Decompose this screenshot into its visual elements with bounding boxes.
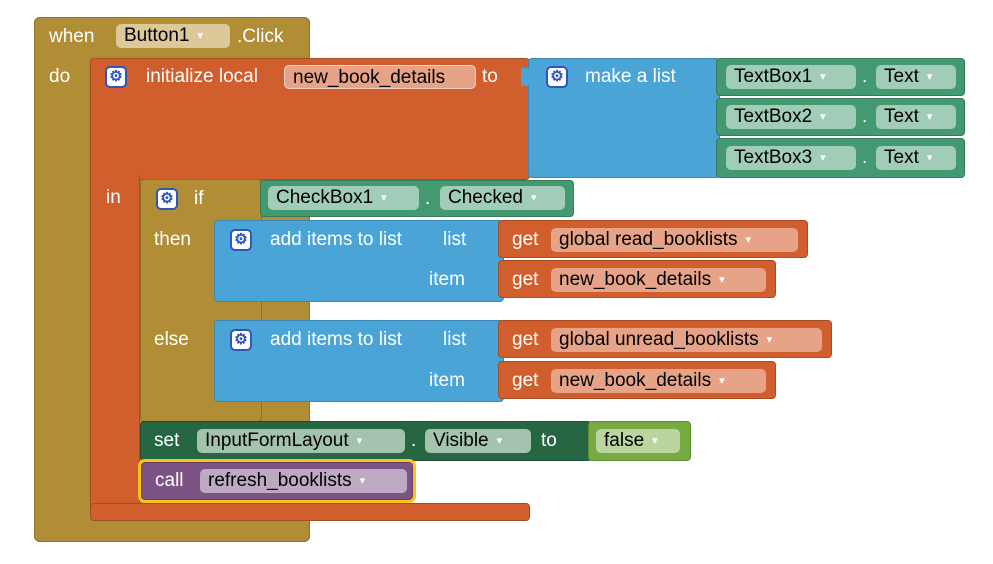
do-label: do	[49, 66, 71, 87]
chevron-down-icon: ▾	[926, 111, 933, 123]
checked-property-dropdown[interactable]: Checked ▾	[440, 186, 565, 210]
component-dropdown[interactable]: InputFormLayout ▾	[197, 429, 405, 453]
dot-label: .	[862, 106, 868, 127]
property-name: Visible	[433, 430, 489, 451]
boolean-dropdown[interactable]: false ▾	[596, 429, 680, 453]
get-label: get	[512, 370, 539, 391]
gear-icon[interactable]: ⚙	[156, 188, 178, 210]
local-body-left	[90, 175, 140, 507]
variable-name: new_book_details	[559, 269, 712, 290]
chevron-down-icon: ▾	[531, 192, 537, 204]
variable-dropdown[interactable]: global read_booklists ▾	[551, 228, 798, 252]
if-label: if	[194, 188, 204, 209]
procedure-name: refresh_booklists	[208, 470, 352, 491]
set-label: set	[154, 430, 180, 451]
in-label: in	[106, 187, 121, 208]
variable-name: global unread_booklists	[559, 329, 759, 350]
component-name: TextBox3	[734, 147, 813, 168]
property-name: Text	[884, 147, 919, 168]
add-items-label: add items to list	[270, 229, 402, 250]
gear-icon[interactable]: ⚙	[546, 66, 568, 88]
chevron-down-icon: ▾	[820, 71, 826, 83]
chevron-down-icon: ▾	[381, 192, 387, 204]
chevron-down-icon: ▾	[820, 111, 826, 123]
gear-icon[interactable]: ⚙	[230, 229, 252, 251]
textbox2-component-dropdown[interactable]: TextBox2 ▾	[726, 105, 856, 129]
local-footer	[90, 503, 530, 521]
local-variable-name-field[interactable]: new_book_details	[284, 65, 476, 89]
variable-dropdown[interactable]: global unread_booklists ▾	[551, 328, 822, 352]
textbox1-component-dropdown[interactable]: TextBox1 ▾	[726, 65, 856, 89]
property-name: Checked	[448, 187, 523, 208]
checkbox1-component-dropdown[interactable]: CheckBox1 ▾	[268, 186, 419, 210]
event-name-label: .Click	[237, 26, 284, 47]
add-items-label: add items to list	[270, 329, 402, 350]
then-label: then	[154, 229, 191, 250]
make-a-list-label: make a list	[585, 66, 676, 87]
list-socket-label: list	[443, 329, 467, 350]
text-property-dropdown[interactable]: Text ▾	[876, 65, 956, 89]
initialize-local-label: initialize local	[146, 66, 258, 87]
component-name: TextBox1	[734, 66, 813, 87]
component-name: Button1	[124, 25, 190, 46]
add-items-to-list-else-block[interactable]	[214, 320, 504, 402]
item-socket-label: item	[429, 370, 465, 391]
to-label: to	[482, 66, 498, 87]
variable-name: global read_booklists	[559, 229, 738, 250]
add-items-to-list-then-block[interactable]	[214, 220, 504, 302]
chevron-down-icon: ▾	[496, 435, 503, 447]
text-property-dropdown[interactable]: Text ▾	[876, 146, 956, 170]
chevron-down-icon: ▾	[926, 71, 933, 83]
item-socket-label: item	[429, 269, 465, 290]
variable-dropdown[interactable]: new_book_details ▾	[551, 369, 766, 393]
get-label: get	[512, 229, 539, 250]
text-property-dropdown[interactable]: Text ▾	[876, 105, 956, 129]
chevron-down-icon: ▾	[745, 234, 752, 246]
chevron-down-icon: ▾	[719, 274, 725, 286]
chevron-down-icon: ▾	[719, 375, 725, 387]
event-footer	[34, 520, 310, 542]
connector-nub	[521, 68, 529, 86]
when-label: when	[49, 26, 95, 47]
gear-icon[interactable]: ⚙	[105, 66, 127, 88]
chevron-down-icon: ▾	[359, 475, 366, 487]
chevron-down-icon: ▾	[652, 435, 658, 447]
property-name: Text	[884, 106, 919, 127]
variable-name: new_book_details	[559, 370, 712, 391]
procedure-dropdown[interactable]: refresh_booklists ▾	[200, 469, 407, 493]
boolean-value: false	[604, 430, 645, 451]
component-name: InputFormLayout	[205, 430, 349, 451]
chevron-down-icon: ▾	[197, 30, 204, 42]
visible-property-dropdown[interactable]: Visible ▾	[425, 429, 531, 453]
chevron-down-icon: ▾	[820, 152, 826, 164]
component-name: TextBox2	[734, 106, 813, 127]
dot-label: .	[862, 66, 868, 87]
textbox3-component-dropdown[interactable]: TextBox3 ▾	[726, 146, 856, 170]
variable-dropdown[interactable]: new_book_details ▾	[551, 268, 766, 292]
dot-label: .	[411, 430, 417, 451]
dot-label: .	[862, 147, 868, 168]
gear-icon[interactable]: ⚙	[230, 329, 252, 351]
chevron-down-icon: ▾	[356, 435, 363, 447]
else-label: else	[154, 329, 189, 350]
property-name: Text	[884, 66, 919, 87]
to-label: to	[541, 430, 557, 451]
get-label: get	[512, 269, 539, 290]
dot-label: .	[425, 188, 431, 209]
list-socket-label: list	[443, 229, 467, 250]
chevron-down-icon: ▾	[766, 334, 773, 346]
get-label: get	[512, 329, 539, 350]
component-dropdown[interactable]: Button1 ▾	[116, 24, 230, 48]
component-name: CheckBox1	[276, 187, 374, 208]
call-label: call	[155, 470, 184, 491]
chevron-down-icon: ▾	[926, 152, 933, 164]
